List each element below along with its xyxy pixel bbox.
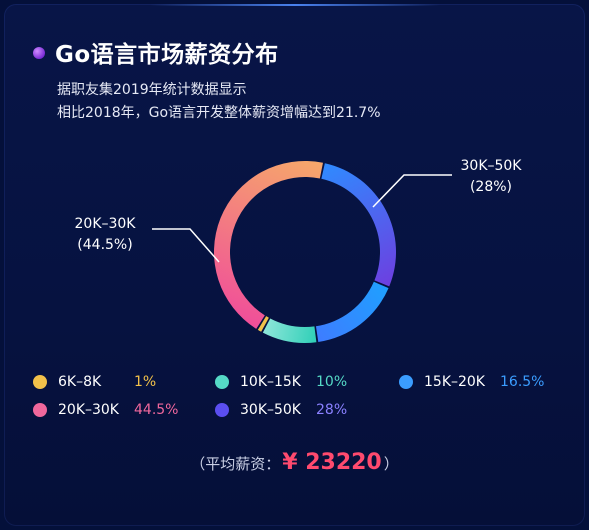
callout-label-20k-30k: 20K–30K bbox=[75, 216, 137, 232]
callout-label-30k-50k: 30K–50K bbox=[461, 158, 523, 174]
average-prefix: （平均薪资： bbox=[190, 455, 281, 473]
donut-slice-20k-30k bbox=[214, 161, 323, 329]
subtitle-line-1: 据职友集2019年统计数据显示 bbox=[57, 82, 247, 98]
callout-value-20k-30k: (44.5%) bbox=[77, 237, 132, 253]
callout-line-20k-30k bbox=[152, 228, 220, 263]
top-accent-line bbox=[150, 4, 440, 6]
donut-slice-30k-50k bbox=[321, 163, 396, 287]
donut-slice-15k-20k bbox=[315, 281, 389, 343]
callout-line-30k-50k bbox=[372, 174, 452, 208]
donut-slice-10k-15k bbox=[262, 318, 317, 344]
donut-slice-6k-8k bbox=[257, 316, 269, 332]
callout-value-30k-50k: (28%) bbox=[470, 179, 512, 195]
title-bullet-icon bbox=[33, 47, 45, 59]
average-suffix: ） bbox=[383, 455, 399, 473]
average-salary-value: ¥ 23220 bbox=[282, 450, 382, 475]
card-background bbox=[4, 4, 585, 526]
subtitle-line-2: 相比2018年，Go语言开发整体薪资增幅达到21.7% bbox=[57, 105, 381, 121]
chart-title: Go语言市场薪资分布 bbox=[55, 42, 279, 68]
average-salary: （平均薪资：¥ 23220） bbox=[0, 450, 589, 475]
